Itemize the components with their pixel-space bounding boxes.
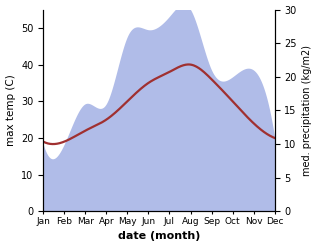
X-axis label: date (month): date (month) bbox=[118, 231, 200, 242]
Y-axis label: max temp (C): max temp (C) bbox=[5, 75, 16, 146]
Y-axis label: med. precipitation (kg/m2): med. precipitation (kg/m2) bbox=[302, 45, 313, 176]
